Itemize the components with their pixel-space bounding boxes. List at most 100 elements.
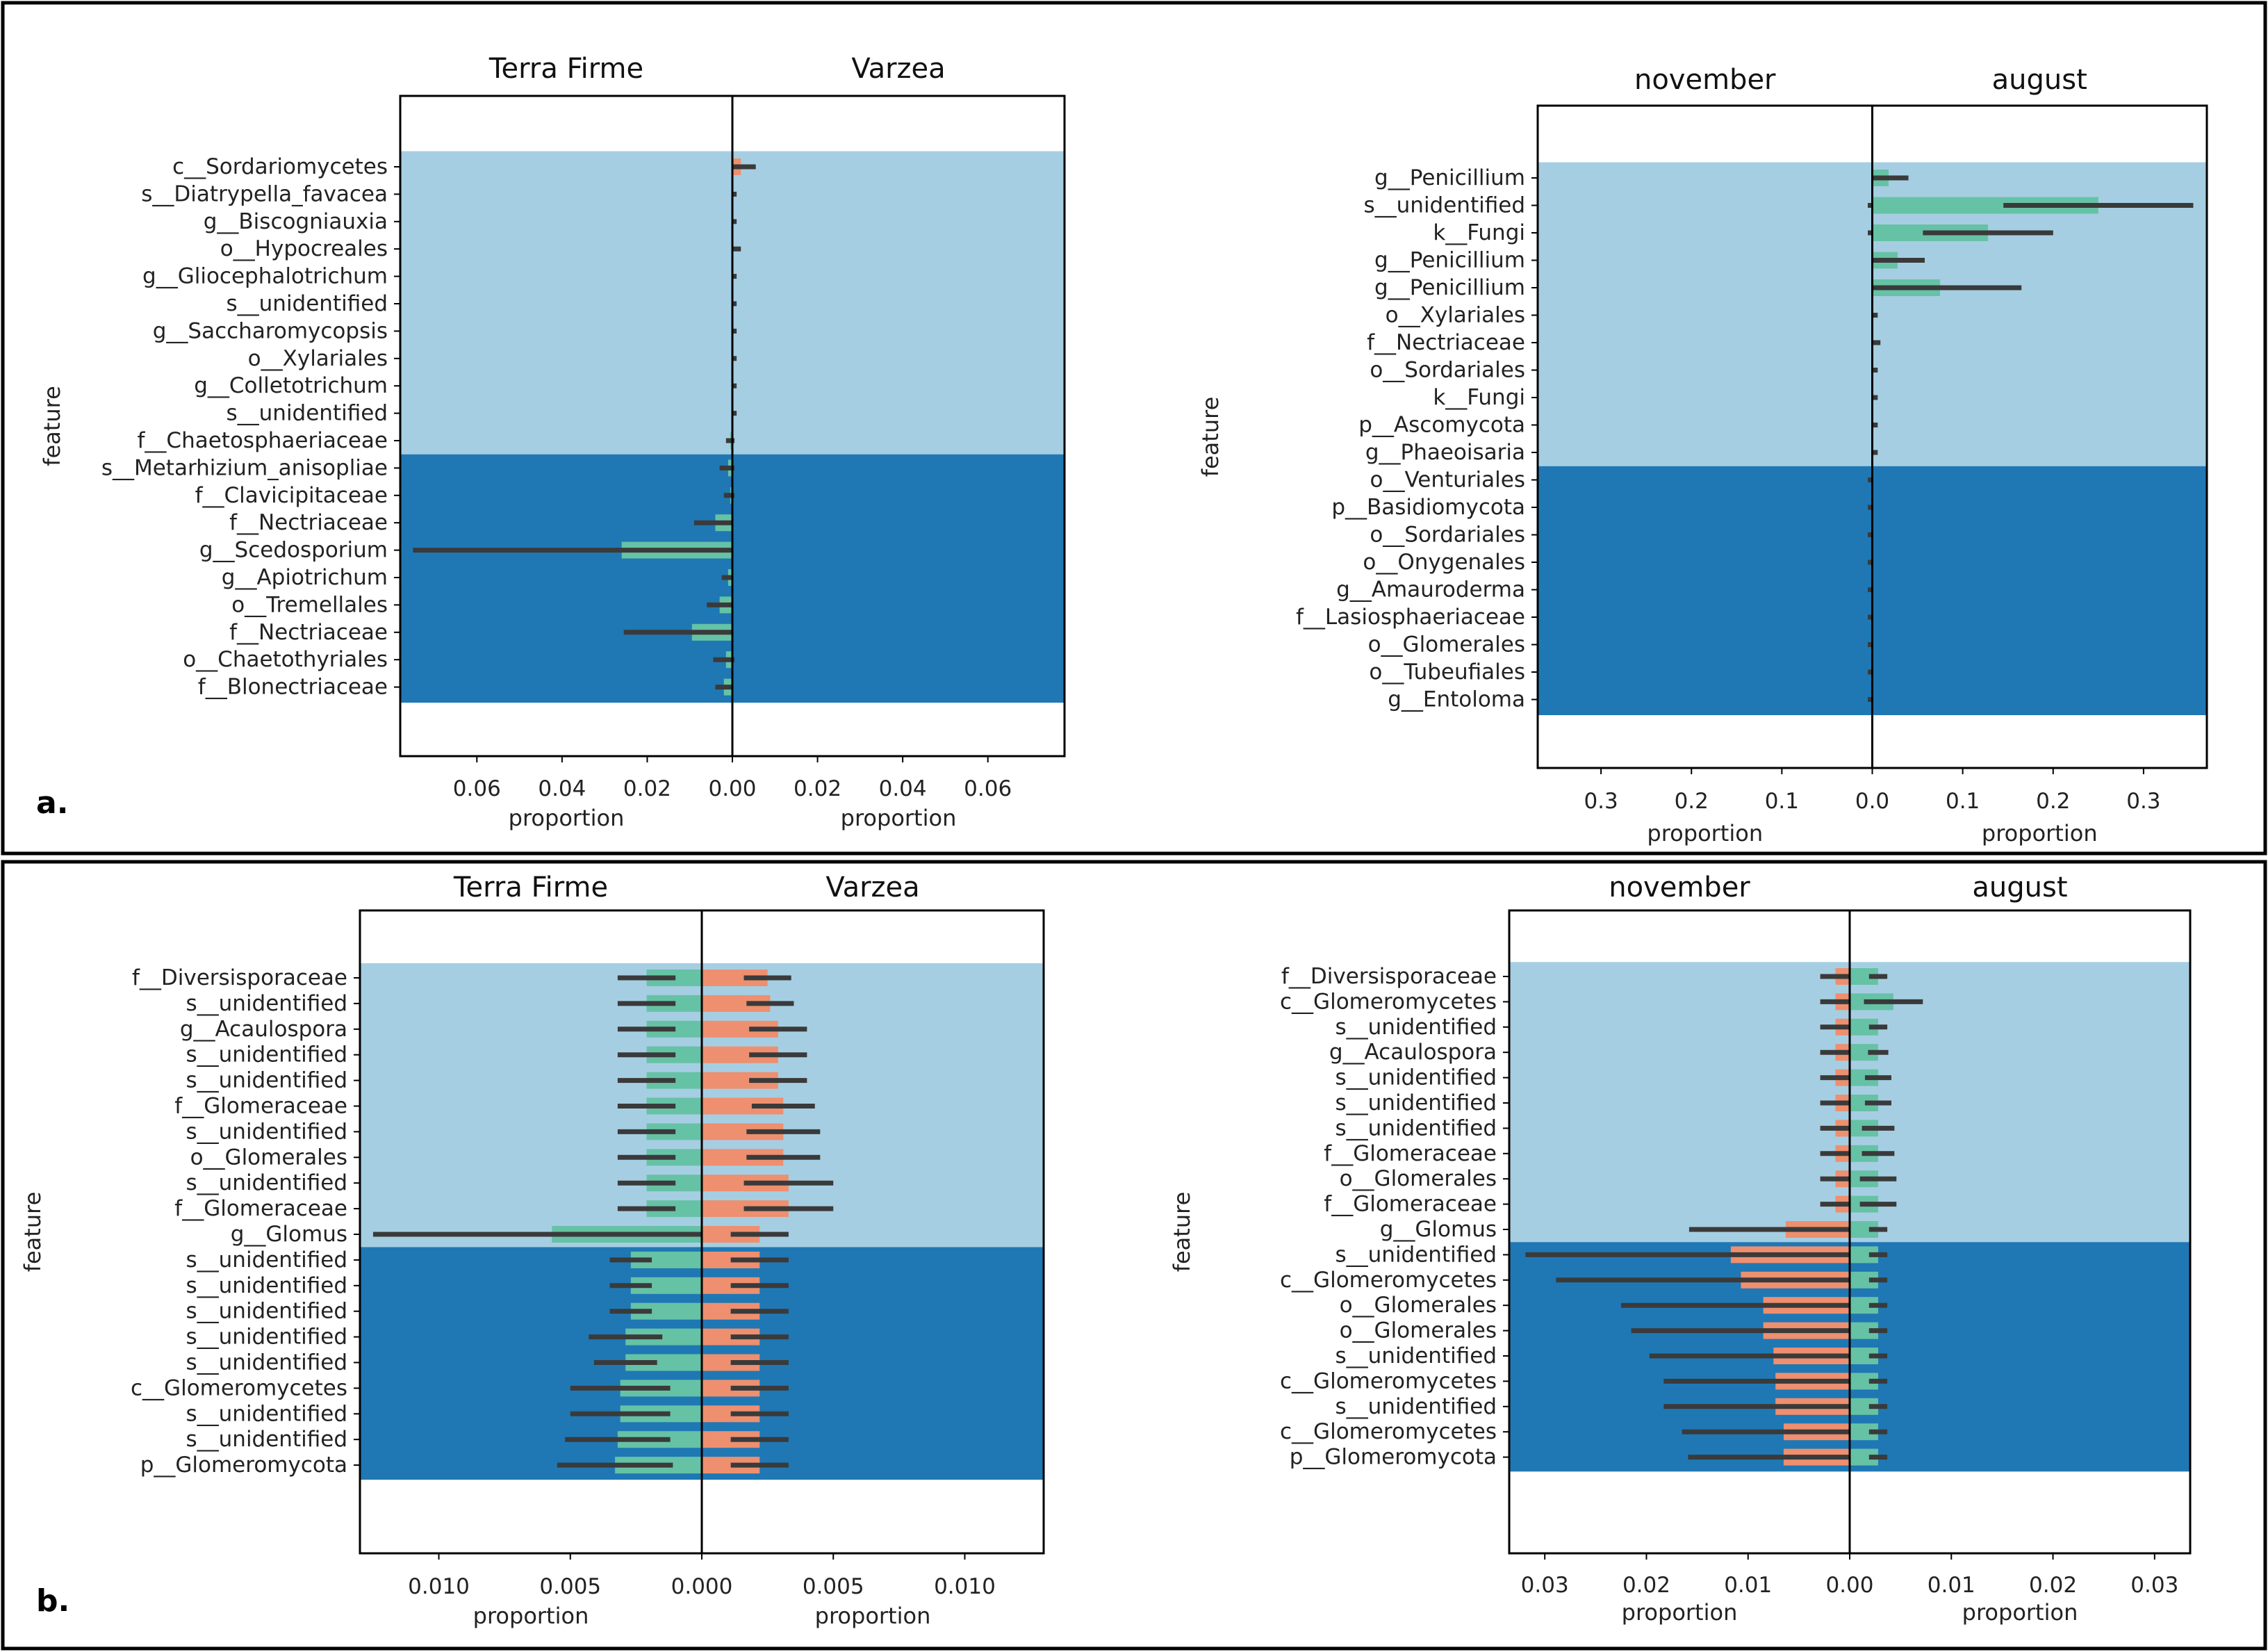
- feature-label: s__unidentified: [186, 1119, 348, 1144]
- feature-label: s__unidentified: [186, 1273, 348, 1298]
- feature-label: s__unidentified: [186, 991, 348, 1016]
- feature-label: g__Acaulospora: [180, 1017, 347, 1042]
- feature-label: s__unidentified: [186, 1427, 348, 1452]
- x-tick-label: 0.010: [934, 1574, 996, 1599]
- feature-label: o__Xylariales: [248, 346, 388, 371]
- feature-label: o__Venturiales: [1370, 468, 1525, 493]
- feature-label: g__Apiotrichum: [222, 565, 388, 590]
- feature-label: s__unidentified: [1364, 193, 1526, 218]
- title-left: Terra Firme: [488, 53, 643, 85]
- feature-label: g__Glomus: [231, 1222, 347, 1247]
- feature-label: k__Fungi: [1433, 220, 1525, 245]
- panel-a-border: [1, 1, 2267, 856]
- feature-label: o__Glomerales: [1340, 1318, 1497, 1343]
- feature-label: g__Glomus: [1380, 1217, 1497, 1242]
- feature-label: o__Glomerales: [1340, 1166, 1497, 1191]
- x-axis-label-left: proportion: [473, 1603, 589, 1629]
- feature-label: s__Diatrypella_favacea: [141, 181, 388, 206]
- feature-label: o__Sordariales: [1370, 358, 1525, 383]
- x-tick-label: 0.02: [1622, 1573, 1670, 1598]
- feature-label: s__unidentified: [1336, 1115, 1497, 1140]
- x-tick-label: 0.2: [1675, 789, 1709, 814]
- title-left: november: [1609, 872, 1750, 903]
- feature-label: g__Penicillium: [1374, 275, 1525, 300]
- x-axis-label-right: proportion: [1962, 1599, 2078, 1626]
- feature-label: f__Blonectriaceae: [198, 675, 388, 700]
- x-axis-label-left: proportion: [509, 805, 625, 831]
- x-axis-label-right: proportion: [841, 805, 957, 831]
- feature-label: f__Diversisporaceae: [1281, 964, 1497, 989]
- feature-label: s__unidentified: [186, 1350, 348, 1375]
- panel-b-border: [1, 860, 2267, 1651]
- feature-label: s__unidentified: [186, 1248, 348, 1273]
- x-tick-label: 0.000: [671, 1574, 733, 1599]
- x-tick-label: 0.03: [2130, 1573, 2178, 1598]
- feature-label: f__Glomeraceae: [174, 1094, 347, 1119]
- feature-label: p__Glomeromycota: [140, 1453, 347, 1478]
- x-tick-label: 0.04: [538, 776, 586, 801]
- panel-a-label: a.: [36, 785, 68, 821]
- feature-label: c__Glomeromycetes: [1280, 989, 1497, 1014]
- feature-label: f__Chaetosphaeriaceae: [138, 428, 388, 453]
- feature-label: o__Tremellales: [231, 592, 388, 617]
- x-tick-label: 0.005: [803, 1574, 864, 1599]
- feature-label: s__unidentified: [186, 1325, 348, 1350]
- x-axis-label-left: proportion: [1647, 820, 1763, 847]
- panel-b-label: b.: [36, 1583, 69, 1619]
- x-tick-label: 0.3: [2126, 789, 2160, 814]
- y-axis-label: feature: [19, 1192, 46, 1273]
- feature-label: g__Acaulospora: [1329, 1040, 1497, 1065]
- x-tick-label: 0.1: [1765, 789, 1799, 814]
- y-axis-label: feature: [39, 386, 65, 466]
- feature-label: s__unidentified: [186, 1042, 348, 1068]
- title-right: Varzea: [825, 872, 919, 903]
- x-tick-label: 0.1: [1946, 789, 1980, 814]
- feature-label: c__Glomeromycetes: [1280, 1268, 1497, 1293]
- x-axis-label-right: proportion: [1982, 820, 2098, 847]
- feature-label: s__unidentified: [186, 1401, 348, 1426]
- x-tick-label: 0.01: [1928, 1573, 1975, 1598]
- feature-label: o__Glomerales: [190, 1145, 347, 1170]
- feature-label: s__unidentified: [186, 1170, 348, 1195]
- feature-label: p__Basidiomycota: [1331, 495, 1525, 520]
- feature-label: f__Lasiosphaeriaceae: [1296, 605, 1525, 630]
- feature-label: f__Nectriaceae: [1367, 330, 1525, 355]
- x-tick-label: 0.0: [1855, 789, 1889, 814]
- feature-label: o__Xylariales: [1386, 303, 1525, 328]
- chart-b-november-august: f__Diversisporaceaec__Glomeromycetess__u…: [1169, 872, 2192, 1626]
- feature-label: g__Penicillium: [1374, 165, 1525, 190]
- feature-label: s__unidentified: [1336, 1242, 1497, 1267]
- feature-label: s__unidentified: [186, 1068, 348, 1093]
- chart-a-terra-firme-varzea: c__Sordariomycetess__Diatrypella_favacea…: [39, 53, 1066, 831]
- feature-label: g__Scedosporium: [199, 538, 388, 563]
- feature-label: c__Glomeromycetes: [1280, 1419, 1497, 1444]
- x-tick-label: 0.06: [453, 776, 501, 801]
- feature-label: o__Hypocreales: [220, 236, 388, 261]
- x-tick-label: 0.04: [879, 776, 927, 801]
- y-axis-label: feature: [1197, 397, 1224, 477]
- x-tick-label: 0.00: [708, 776, 756, 801]
- feature-label: o__Sordariales: [1370, 523, 1525, 548]
- feature-label: o__Chaetothyriales: [183, 647, 388, 672]
- x-tick-label: 0.06: [964, 776, 1012, 801]
- chart-b-terra-firme-varzea: f__Diversisporaceaes__unidentifiedg__Aca…: [19, 872, 1045, 1629]
- feature-label: f__Glomeraceae: [174, 1196, 347, 1221]
- feature-label: s__unidentified: [227, 401, 388, 426]
- x-axis-label-right: proportion: [815, 1603, 931, 1629]
- feature-label: g__Entoloma: [1388, 687, 1525, 712]
- x-tick-label: 0.00: [1825, 1573, 1873, 1598]
- feature-label: s__unidentified: [1336, 1343, 1497, 1368]
- feature-label: g__Penicillium: [1374, 248, 1525, 273]
- title-right: Varzea: [851, 53, 945, 85]
- feature-label: o__Tubeufiales: [1369, 660, 1525, 685]
- feature-label: f__Diversisporaceae: [132, 965, 347, 990]
- feature-label: c__Glomeromycetes: [131, 1375, 347, 1400]
- feature-label: f__Clavicipitaceae: [195, 483, 388, 508]
- feature-label: p__Glomeromycota: [1290, 1445, 1497, 1470]
- feature-label: f__Glomeraceae: [1324, 1192, 1497, 1217]
- feature-label: s__unidentified: [227, 291, 388, 316]
- feature-label: p__Ascomycota: [1358, 413, 1525, 438]
- feature-label: g__Phaeoisaria: [1365, 440, 1525, 465]
- feature-label: g__Gliocephalotrichum: [142, 264, 388, 289]
- x-tick-label: 0.03: [1521, 1573, 1569, 1598]
